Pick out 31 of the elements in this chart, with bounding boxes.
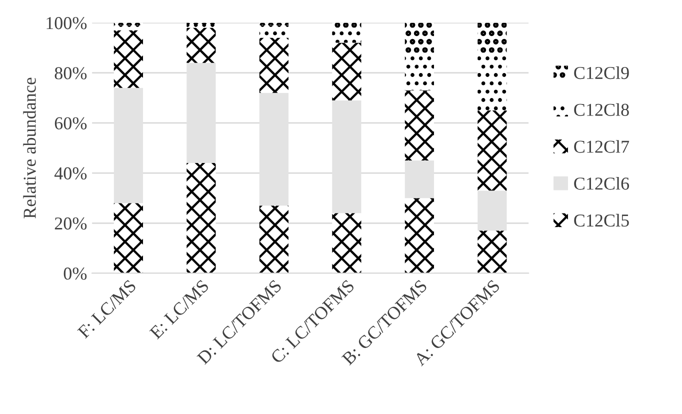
legend-label: C12Cl8	[574, 103, 629, 116]
legend-label: C12Cl7	[574, 140, 630, 153]
bar	[332, 22, 362, 28]
y-tick-label: 60%	[54, 117, 87, 130]
y-tick-label: 0%	[64, 267, 87, 280]
bar	[114, 22, 143, 26]
y-tick-label: 40%	[54, 167, 87, 180]
bar	[478, 230, 507, 274]
y-axis-title: Relative abundance	[23, 78, 36, 218]
bar	[186, 28, 216, 63]
bar	[114, 203, 143, 274]
bar	[478, 110, 507, 191]
bar	[478, 22, 507, 53]
bar	[259, 38, 288, 93]
y-tick-label: 100%	[46, 17, 87, 30]
bar	[114, 30, 143, 88]
bar	[332, 42, 362, 100]
bar	[404, 22, 434, 53]
bar	[259, 22, 288, 26]
y-tick-label: 80%	[54, 67, 87, 80]
bar	[259, 25, 288, 38]
bar	[186, 24, 216, 28]
bar	[186, 163, 216, 274]
bar	[332, 213, 362, 274]
bar	[404, 90, 434, 161]
legend-label: C12Cl6	[574, 177, 630, 190]
bar	[404, 198, 434, 274]
bar	[259, 206, 288, 274]
legend-label: C12Cl9	[574, 66, 629, 80]
legend-label: C12Cl5	[574, 214, 629, 227]
y-tick-label: 20%	[54, 217, 87, 230]
